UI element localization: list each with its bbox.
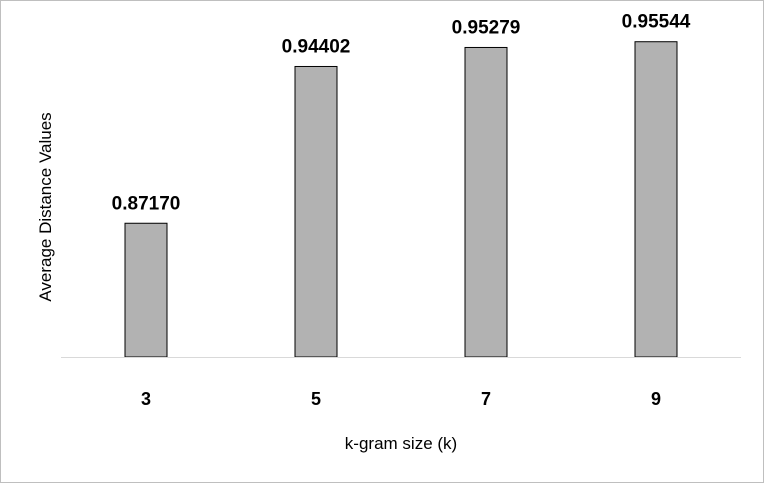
x-tick-label-7: 7: [481, 389, 491, 409]
x-tick-label-3: 3: [141, 389, 151, 409]
x-tick-label-9: 9: [651, 389, 661, 409]
x-axis-title: k-gram size (k): [345, 434, 457, 453]
data-labels-group: 0.87170 0.94402 0.95279 0.95544: [112, 12, 691, 215]
x-tick-label-5: 5: [311, 389, 321, 409]
bar-k-5: [294, 65, 338, 358]
bar-k-7: [464, 46, 508, 358]
data-label-k-7: 0.95279: [452, 17, 521, 38]
bars-group: [124, 41, 678, 358]
y-axis-title: Average Distance Values: [36, 112, 55, 301]
bar-k-9: [634, 41, 678, 358]
data-label-k-5: 0.94402: [282, 36, 351, 57]
data-label-k-9: 0.95544: [622, 12, 691, 33]
data-label-k-3: 0.87170: [112, 193, 181, 214]
bar-k-3: [124, 222, 168, 358]
x-tick-labels-group: 3 5 7 9: [141, 389, 661, 409]
